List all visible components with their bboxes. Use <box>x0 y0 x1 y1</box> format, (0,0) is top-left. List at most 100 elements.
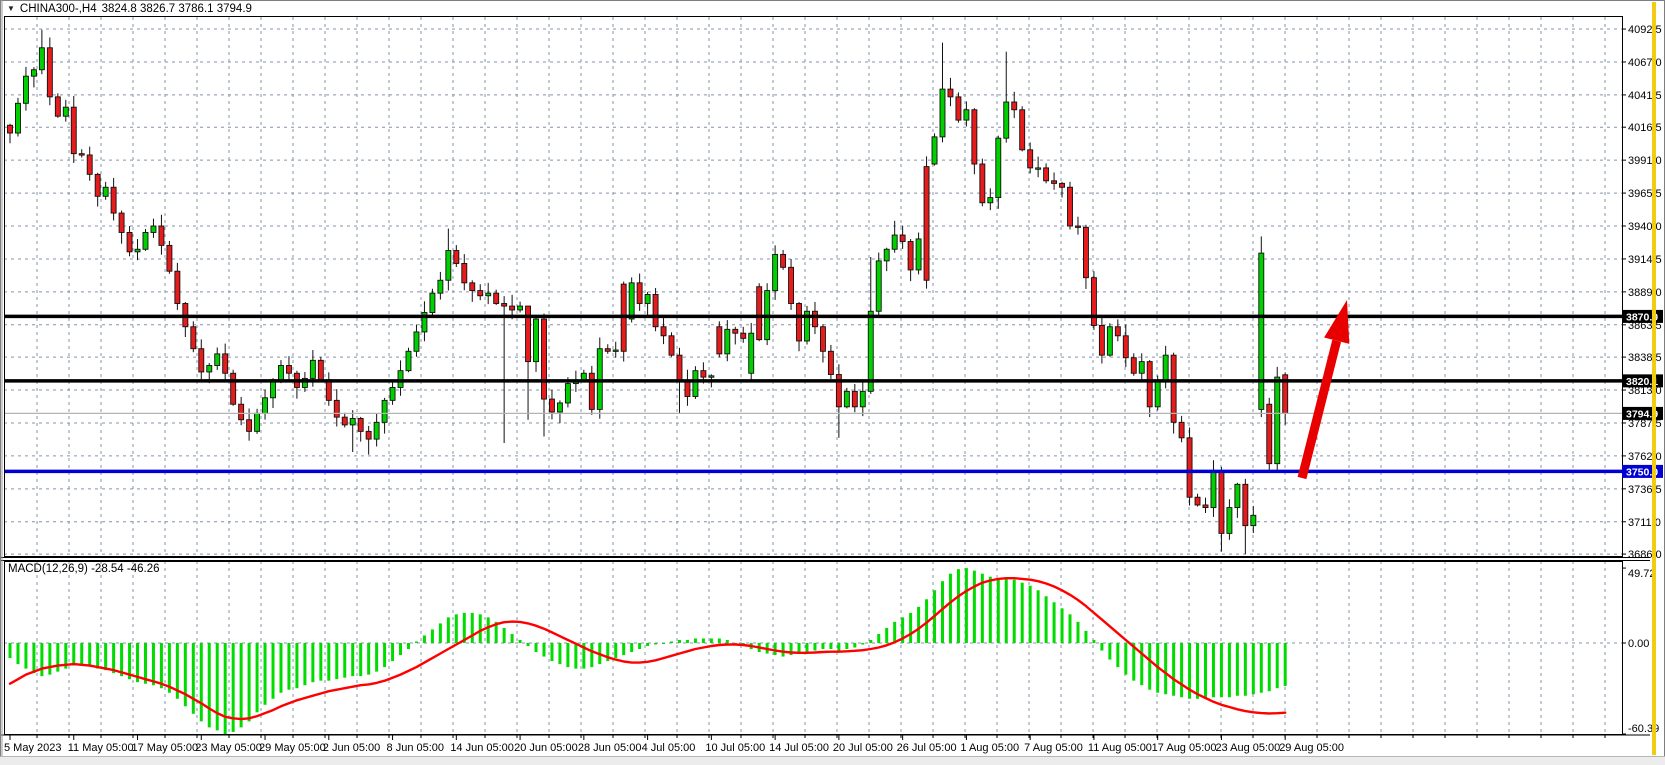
svg-text:3794.9: 3794.9 <box>1626 408 1658 420</box>
candle <box>923 166 930 281</box>
candle <box>501 303 508 307</box>
macd-bar <box>662 642 666 644</box>
macd-bar <box>486 617 490 643</box>
macd-bar <box>359 642 363 677</box>
macd-bar <box>630 642 634 653</box>
candle <box>222 353 229 374</box>
candle <box>780 253 787 268</box>
macd-bar <box>16 642 20 665</box>
trend-arrow[interactable] <box>1297 300 1350 480</box>
macd-bar <box>670 641 674 643</box>
candle <box>254 412 261 432</box>
macd-bar <box>590 642 594 668</box>
candle <box>461 263 468 284</box>
macd-bar <box>837 642 841 651</box>
macd-bar <box>1044 596 1048 643</box>
candle <box>1234 483 1241 509</box>
candle <box>564 383 571 404</box>
macd-bar <box>1028 585 1032 643</box>
candle <box>684 380 691 397</box>
candle <box>596 348 603 410</box>
price-axis-label: 4067.0 <box>1628 57 1662 69</box>
candle <box>1274 376 1281 465</box>
svg-text:3870.0: 3870.0 <box>1626 311 1658 323</box>
candle <box>381 399 388 423</box>
macd-bar <box>72 642 76 666</box>
macd-axis-label: 49.72 <box>1628 568 1656 580</box>
macd-bar <box>1211 642 1215 698</box>
candle <box>1114 326 1121 337</box>
candle <box>979 163 986 204</box>
macd-bar <box>128 642 132 680</box>
macd-bar <box>781 642 785 657</box>
macd-bar <box>853 642 857 648</box>
candle <box>174 270 181 304</box>
candle <box>150 225 157 233</box>
macd-bar <box>223 642 227 735</box>
macd-bar <box>383 642 387 668</box>
candle <box>485 292 492 297</box>
candle <box>708 375 715 378</box>
macd-bar <box>582 642 586 669</box>
candle <box>214 353 221 366</box>
candle <box>1090 277 1097 326</box>
time-axis-label: 20 Jul 05:00 <box>833 742 893 754</box>
macd-bar <box>430 629 434 643</box>
candle <box>118 212 125 233</box>
candle <box>246 419 253 432</box>
macd-bar <box>805 642 809 653</box>
macd-bar <box>717 638 721 643</box>
candle <box>349 417 356 426</box>
macd-bar <box>1219 642 1223 698</box>
macd-signal-line <box>8 577 1287 721</box>
candle <box>325 379 332 401</box>
candle <box>652 294 659 328</box>
macd-bar <box>104 642 108 671</box>
macd-bar <box>1108 642 1112 660</box>
candle <box>38 47 45 71</box>
candle <box>341 416 348 426</box>
candle <box>166 244 173 272</box>
candle <box>78 153 85 156</box>
candle <box>1138 361 1145 374</box>
macd-bar <box>167 642 171 693</box>
candle <box>286 365 292 374</box>
time-axis-label: 28 Jun 05:00 <box>578 742 642 754</box>
candle <box>1019 109 1026 151</box>
macd-bar <box>1036 590 1040 643</box>
panel-borders <box>0 16 1650 736</box>
time-axis-label: 11 Aug 05:00 <box>1088 742 1152 754</box>
macd-bar <box>263 642 267 705</box>
macd-bar <box>606 642 610 662</box>
macd-bar <box>1275 642 1279 689</box>
macd-bar <box>335 642 339 680</box>
candle <box>1218 470 1225 534</box>
macd-bar <box>1100 642 1104 651</box>
macd-bar <box>877 633 881 643</box>
macd-bar <box>367 642 371 675</box>
candle <box>883 248 890 262</box>
price-axis-label: 4016.5 <box>1628 122 1662 134</box>
candle <box>819 326 826 352</box>
candle <box>644 294 651 304</box>
candle <box>62 106 69 117</box>
price-badge-3820.1: 3820.1 <box>1622 374 1663 388</box>
candle <box>317 359 324 381</box>
macd-bar <box>414 641 418 643</box>
price-axis-label: 3838.5 <box>1628 352 1662 364</box>
candle <box>1250 514 1257 527</box>
candle <box>15 102 21 134</box>
candle <box>835 374 842 408</box>
macd-bar <box>48 642 52 675</box>
time-axis-label: 23 Aug 05:00 <box>1215 742 1280 754</box>
candle <box>1059 182 1065 188</box>
candle <box>110 186 117 214</box>
time-axis-label: 23 May 05:00 <box>195 742 262 754</box>
macd-bar <box>96 642 100 669</box>
macd-bar <box>64 642 68 669</box>
macd-bar <box>191 642 195 714</box>
macd-bar <box>351 642 355 677</box>
macd-bar <box>1164 642 1168 695</box>
